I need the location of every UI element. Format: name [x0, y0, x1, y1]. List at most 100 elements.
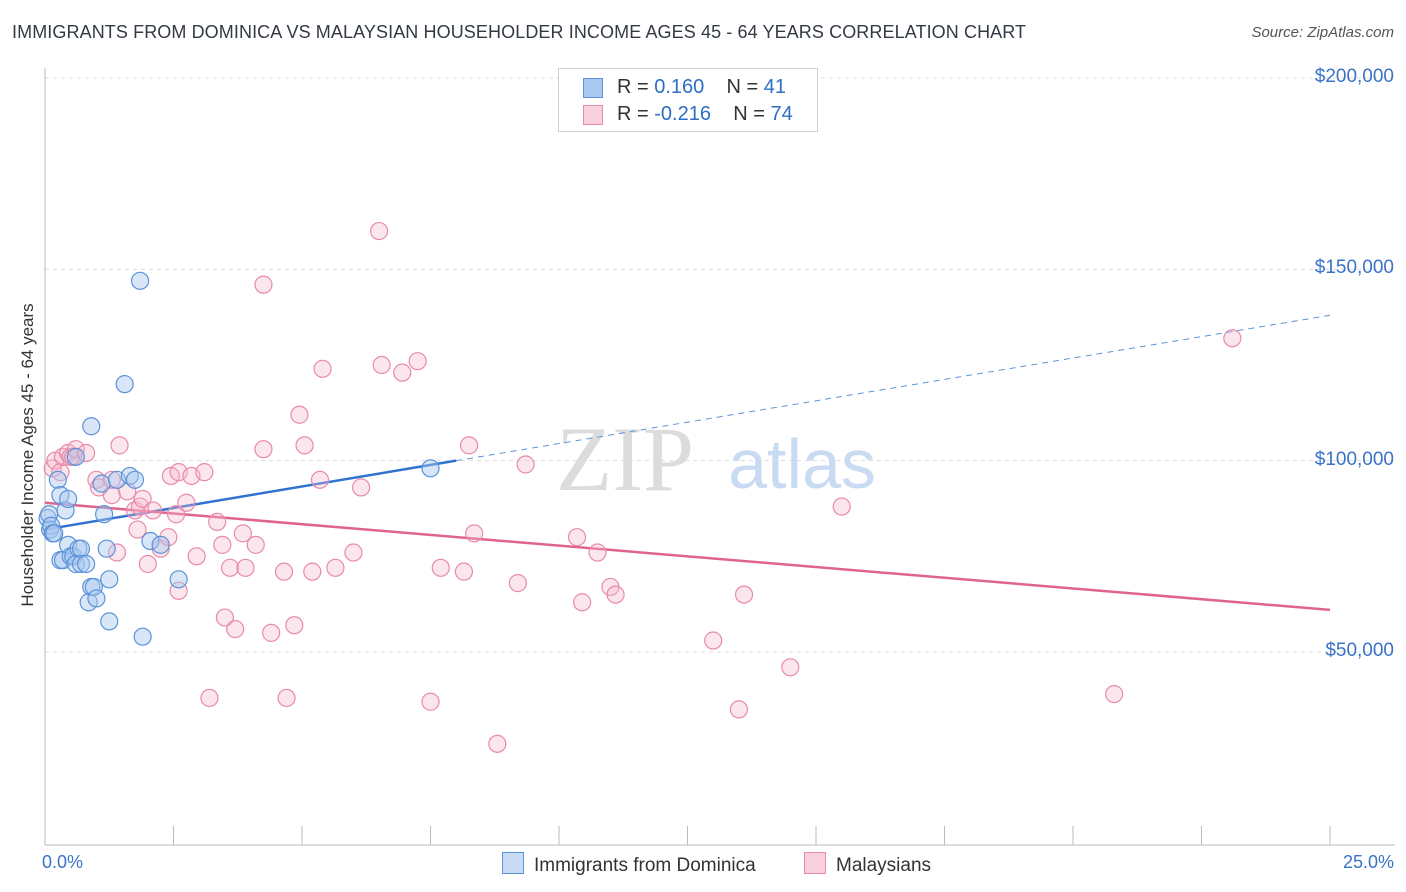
data-point-dominica	[100, 612, 119, 631]
data-point-malaysians	[177, 493, 196, 512]
legend-swatch-pink	[804, 852, 826, 874]
data-point-dominica	[92, 474, 111, 493]
data-point-malaysians	[200, 688, 219, 708]
data-point-malaysians	[344, 543, 363, 562]
data-point-malaysians	[508, 574, 527, 593]
data-point-dominica	[71, 554, 91, 574]
data-point-malaysians	[370, 221, 389, 241]
data-point-malaysians	[110, 436, 129, 455]
trend-lines	[44, 314, 1331, 612]
data-point-dominica	[151, 535, 170, 554]
data-point-malaysians	[290, 405, 309, 424]
legend-r-label: R =	[617, 103, 655, 125]
data-point-malaysians	[488, 734, 507, 753]
data-point-malaysians	[226, 619, 245, 639]
data-point-malaysians	[262, 623, 281, 642]
data-points	[38, 221, 1242, 753]
data-point-malaysians	[421, 692, 440, 711]
data-point-malaysians	[567, 528, 587, 547]
y-tick-label: $100,000	[1314, 448, 1394, 470]
data-point-dominica	[95, 505, 114, 524]
data-point-dominica	[77, 554, 96, 574]
data-point-dominica	[48, 470, 67, 489]
chart-title: IMMIGRANTS FROM DOMINICA VS MALAYSIAN HO…	[12, 22, 1027, 42]
source-label: Source: ZipAtlas.com	[1251, 24, 1394, 41]
legend-n-label: N =	[733, 103, 771, 125]
data-point-malaysians	[310, 470, 330, 489]
y-axis-label: Householder Income Ages 45 - 64 years	[18, 303, 37, 607]
correlation-legend: R = 0.160 N = 41 R = -0.216 N = 74	[558, 68, 818, 132]
legend-label: Malaysians	[836, 855, 932, 876]
data-point-malaysians	[66, 440, 85, 459]
data-point-dominica	[56, 501, 75, 520]
data-point-dominica	[97, 539, 116, 558]
data-point-malaysians	[326, 558, 345, 577]
data-point-malaysians	[465, 524, 484, 543]
data-point-malaysians	[588, 543, 607, 562]
data-point-dominica	[133, 627, 152, 646]
data-point-malaysians	[704, 631, 723, 650]
data-point-malaysians	[734, 585, 754, 604]
data-point-dominica	[115, 375, 134, 394]
data-point-malaysians	[1223, 329, 1242, 348]
trend-line-malaysians	[44, 501, 1331, 612]
data-point-malaysians	[107, 543, 127, 562]
legend-r-value: 0.160	[654, 76, 705, 98]
data-point-malaysians	[285, 616, 304, 635]
data-point-malaysians	[77, 443, 96, 463]
data-point-malaysians	[454, 562, 474, 581]
data-point-malaysians	[233, 524, 252, 543]
legend-swatch-pink	[583, 105, 603, 125]
data-point-malaysians	[277, 688, 296, 708]
data-point-malaysians	[274, 562, 294, 581]
data-point-malaysians	[254, 440, 273, 459]
data-point-malaysians	[573, 593, 592, 612]
data-point-dominica	[82, 417, 101, 436]
data-point-malaysians	[729, 700, 749, 719]
data-point-dominica	[66, 447, 85, 466]
data-point-dominica	[87, 589, 106, 608]
data-point-malaysians	[832, 497, 851, 516]
trend-line-dominica	[44, 459, 457, 531]
data-point-dominica	[141, 531, 160, 551]
data-point-malaysians	[303, 562, 322, 581]
legend-n-value: 74	[770, 103, 793, 125]
data-point-malaysians	[166, 505, 186, 524]
y-tick-label: $200,000	[1314, 66, 1394, 87]
data-point-dominica	[169, 570, 188, 589]
y-tick-label: $50,000	[1325, 640, 1394, 661]
data-point-malaysians	[352, 478, 371, 497]
data-point-malaysians	[143, 501, 163, 520]
legend-swatch-blue	[583, 78, 603, 98]
data-point-dominica	[84, 577, 103, 597]
legend-n-value: 41	[763, 76, 787, 98]
legend-n-label: N =	[726, 76, 764, 98]
data-point-malaysians	[606, 585, 625, 604]
y-tick-label: $150,000	[1314, 257, 1394, 279]
data-point-malaysians	[431, 558, 450, 577]
axes	[44, 68, 1395, 846]
data-point-malaysians	[295, 436, 314, 455]
data-point-malaysians	[159, 528, 178, 547]
x-tick-label-max: 25.0%	[1342, 852, 1394, 872]
legend-r-label: R =	[617, 76, 655, 98]
data-point-dominica	[125, 470, 145, 489]
data-point-dominica	[130, 271, 150, 290]
data-point-malaysians	[393, 363, 412, 382]
data-point-malaysians	[133, 489, 152, 509]
data-point-malaysians	[236, 558, 255, 577]
data-point-malaysians	[372, 355, 391, 375]
legend-item-malaysians: Malaysians	[804, 852, 931, 877]
data-point-malaysians	[313, 359, 332, 378]
data-point-malaysians	[246, 535, 265, 554]
data-point-dominica	[59, 489, 78, 509]
data-point-dominica	[421, 459, 440, 478]
data-point-malaysians	[215, 608, 234, 627]
data-point-dominica	[71, 539, 91, 558]
data-point-malaysians	[220, 558, 240, 577]
data-point-malaysians	[254, 275, 273, 294]
data-point-malaysians	[138, 554, 157, 574]
data-point-dominica	[45, 524, 64, 543]
data-point-malaysians	[1105, 684, 1124, 704]
data-point-malaysians	[408, 352, 427, 371]
